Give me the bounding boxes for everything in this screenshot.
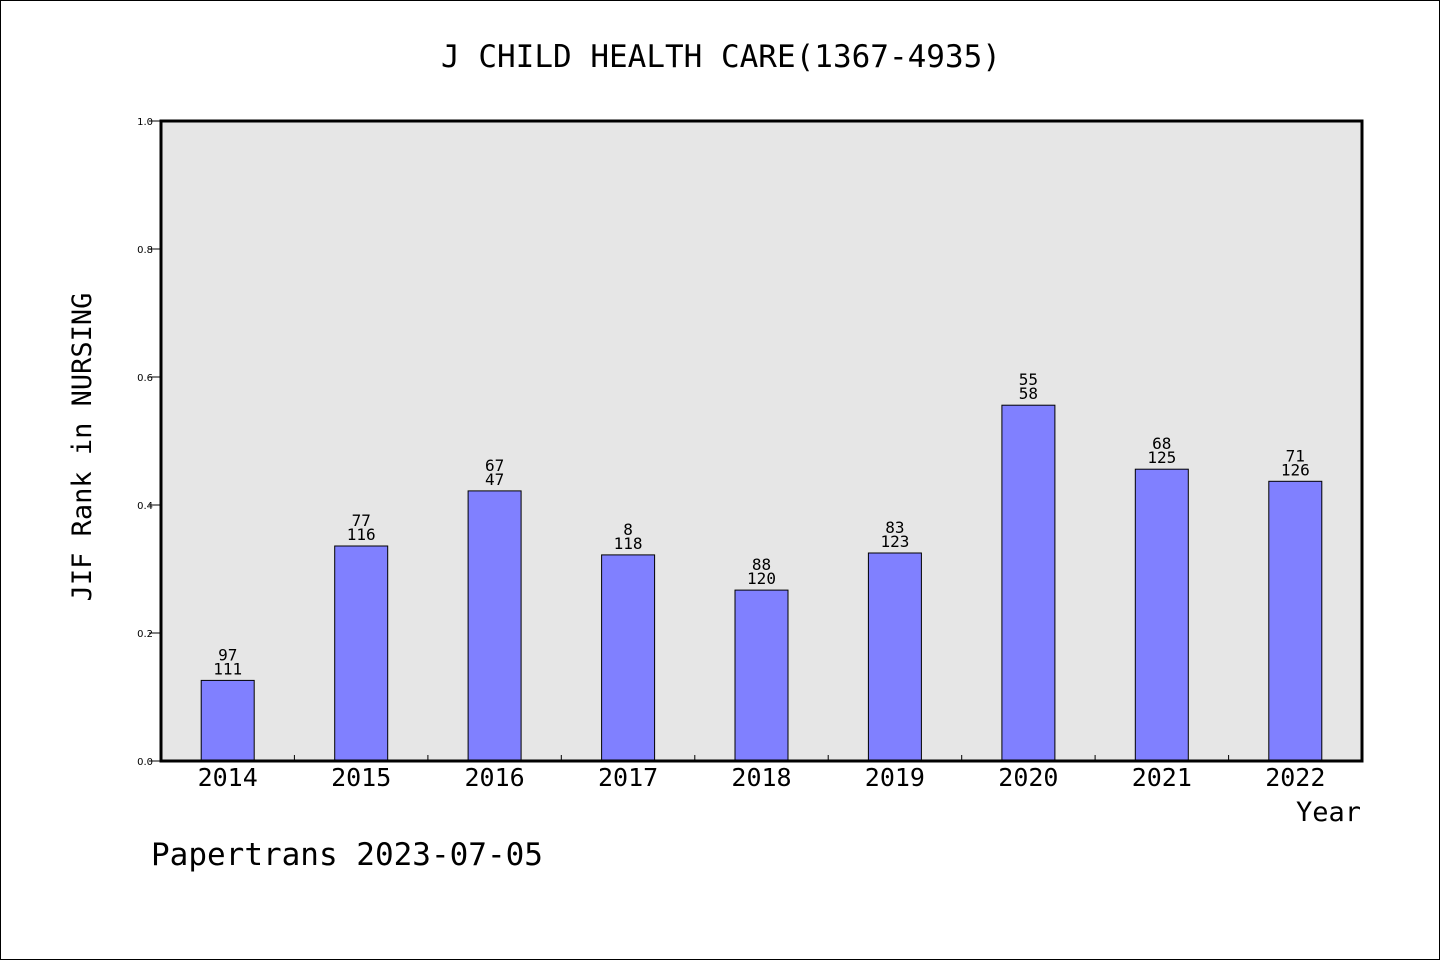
ticks-layer: 2014 2015 2016 2017 2018 2019 2020 2021 2022 0.0 0…: [137, 117, 1325, 792]
bar-2016: [467, 490, 522, 762]
bar-label-top-2019: 83: [885, 518, 904, 537]
bar-label-bottom-2015: 116: [347, 525, 376, 544]
bar-label-top-2018: 88: [752, 555, 771, 574]
bar-2015: [334, 545, 389, 762]
bar-label-bottom-2019: 123: [880, 532, 909, 551]
bar-2021: [1134, 468, 1189, 762]
plot-frame: [159, 119, 1364, 763]
bar-label-bottom-2014: 111: [213, 659, 242, 678]
x-tick-label-2016: 2016: [464, 763, 524, 792]
x-tick-label-2022: 2022: [1265, 763, 1325, 792]
bar-label-top-2014: 97: [218, 645, 237, 664]
bar-label-top-2020: 55: [1019, 370, 1038, 389]
bar-2017: [601, 554, 656, 762]
y-tick-label-2: 0.4: [137, 501, 153, 512]
bar-label-top-2015: 77: [352, 511, 371, 530]
y-tick-label-0: 0.0: [137, 757, 153, 768]
bar-2014: [200, 679, 255, 762]
bar-label-top-2022: 71: [1286, 446, 1305, 465]
bar-2019: [867, 552, 922, 762]
x-axis-label: Year: [1296, 797, 1361, 828]
bar-label-top-2017: 8: [623, 520, 633, 539]
bar-label-bottom-2016: 47: [485, 470, 504, 489]
bar-label-bottom-2020: 58: [1019, 384, 1038, 403]
x-tick-label-2015: 2015: [331, 763, 391, 792]
footer-credit: Papertrans 2023-07-05: [151, 837, 543, 873]
y-tick-label-5: 1.0: [137, 117, 153, 128]
bar-label-bottom-2021: 125: [1147, 448, 1176, 467]
y-axis-label: JIF Rank in NURSING: [67, 293, 98, 602]
bar-label-bottom-2018: 120: [747, 569, 776, 588]
bar-2022: [1268, 480, 1323, 762]
x-tick-label-2018: 2018: [731, 763, 791, 792]
y-tick-label-1: 0.2: [137, 629, 153, 640]
y-tick-label-4: 0.8: [137, 245, 153, 256]
x-tick-label-2020: 2020: [998, 763, 1058, 792]
y-tick-label-3: 0.6: [137, 373, 153, 384]
bar-label-top-2021: 68: [1152, 434, 1171, 453]
chart-title: J CHILD HEALTH CARE(1367-4935): [441, 39, 1001, 75]
x-tick-label-2021: 2021: [1132, 763, 1192, 792]
bar-label-top-2016: 67: [485, 456, 504, 475]
x-tick-label-2017: 2017: [598, 763, 658, 792]
bar-2018: [734, 589, 789, 762]
bar-label-bottom-2017: 118: [614, 534, 643, 553]
bar-2020: [1001, 404, 1056, 762]
bar-label-bottom-2022: 126: [1281, 460, 1310, 479]
x-tick-label-2019: 2019: [865, 763, 925, 792]
x-tick-label-2014: 2014: [198, 763, 258, 792]
